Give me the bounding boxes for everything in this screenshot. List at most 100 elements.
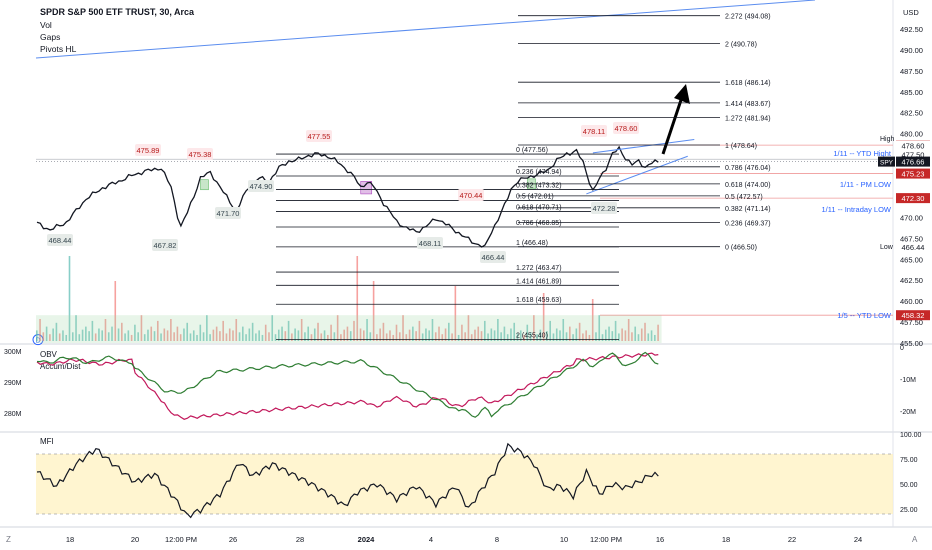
volume-bar: [160, 333, 162, 341]
volume-bar: [588, 334, 591, 341]
volume-bar: [529, 332, 532, 341]
volume-bar: [215, 326, 218, 341]
volume-bar: [232, 330, 234, 341]
volume-bar: [624, 330, 627, 341]
time-tick-label: 2024: [358, 535, 376, 544]
indicator-gaps[interactable]: Gaps: [40, 32, 60, 42]
corner-left-label[interactable]: Z: [6, 535, 11, 544]
volume-bar: [294, 328, 296, 341]
pivot-label: 475.89: [137, 146, 160, 155]
fib-label: 1 (466.48): [516, 240, 548, 247]
time-tick-label: 18: [66, 535, 74, 544]
volume-bar: [461, 324, 463, 341]
volume-bar: [189, 333, 192, 341]
fib-label: 0.382 (471.14): [725, 206, 771, 213]
volume-bar: [591, 299, 594, 341]
volume-bar: [650, 330, 653, 341]
pivot-label: 478.11: [583, 127, 605, 136]
volume-bar: [242, 326, 244, 341]
obv-right-tick: -20M: [900, 409, 916, 416]
volume-bar: [52, 328, 54, 341]
pivot-label: 472.28: [593, 204, 616, 213]
fib-label: 1 (478.64): [725, 143, 757, 150]
projection-arrow-head: [674, 84, 690, 104]
volume-bar: [640, 328, 643, 341]
fib-label: 0.5 (472.57): [725, 194, 763, 201]
volume-bar: [274, 334, 277, 341]
price-tag-bg: [896, 242, 930, 253]
volume-bar: [395, 324, 398, 341]
fib-label: 1.414 (461.89): [516, 278, 562, 285]
price-tag-bg: [896, 193, 930, 204]
fib-label: 1.618 (459.63): [516, 297, 562, 304]
fib-label: 0.618 (474.00): [725, 182, 771, 189]
mfi-pane[interactable]: MFI 100.00 75.00 50.00 25.00: [36, 432, 922, 519]
pivot-box: [47, 234, 73, 246]
volume-bar: [425, 328, 427, 341]
mfi-line: [36, 442, 659, 519]
volume-bar: [130, 334, 133, 341]
volume-bar: [448, 322, 450, 341]
volume-bar: [307, 326, 310, 341]
volume-bar: [526, 324, 529, 341]
indicator-pivots[interactable]: Pivots HL: [40, 44, 77, 54]
volume-bar: [552, 333, 555, 341]
trend-line: [35, 0, 816, 59]
pivot-box: [458, 189, 484, 201]
volume-bar: [173, 332, 175, 341]
currency-label[interactable]: USD: [903, 8, 919, 17]
volume-bar: [533, 315, 535, 341]
time-tick-label: 10: [560, 535, 568, 544]
volume-bar: [493, 330, 496, 341]
gap-box: [200, 179, 209, 191]
volume-bar: [68, 256, 71, 341]
volume-bar: [150, 326, 153, 341]
price-tag-bg: [896, 168, 930, 179]
fibonacci-levels[interactable]: 0 (477.56) 0.236 (474.94) 0.382 (473.32) 0.…: [276, 14, 771, 341]
volume-bar: [330, 324, 332, 341]
volume-bar: [49, 334, 51, 341]
obv-pane[interactable]: OBV Accum/Dist 300M 290M 280M 0 -10M -20M: [4, 345, 916, 420]
volume-bar: [297, 330, 300, 341]
volume-bar: [572, 334, 574, 341]
volume-bar: [199, 324, 202, 341]
pivot-box: [613, 122, 639, 134]
volume-bar: [124, 333, 126, 341]
volume-bar: [402, 315, 404, 341]
volume-bar: [179, 334, 182, 341]
volume-bar: [45, 326, 48, 341]
price-pane[interactable]: D: [32, 0, 893, 346]
mfi-tick: 100.00: [900, 432, 922, 439]
pivot-box: [187, 148, 213, 160]
wedge-lower: [586, 155, 688, 195]
volume-bar: [631, 332, 633, 341]
volume-bar: [248, 328, 251, 341]
pivot-label: 478.60: [615, 124, 638, 133]
volume-bar: [359, 328, 362, 341]
fib-label: 0.236 (474.94): [516, 169, 562, 176]
volume-bar: [245, 334, 247, 341]
price-tag: 472.30: [902, 194, 925, 203]
indicator-vol[interactable]: Vol: [40, 20, 52, 30]
volume-bar: [480, 331, 483, 341]
symbol-tag-bg: [878, 156, 895, 167]
volume-bar: [474, 329, 476, 341]
volume-bar: [153, 331, 156, 341]
volume-bar: [58, 333, 61, 341]
price-tick-label: 482.50: [900, 109, 923, 118]
price-tick-label: 462.50: [900, 276, 923, 285]
pivot-box: [215, 207, 241, 219]
time-axis[interactable]: 18 20 12:00 PM 26 28 2024 4 8 10 12:00 PM 16 18 22 24: [66, 535, 862, 544]
time-tick-label: 18: [722, 535, 730, 544]
corner-right-label[interactable]: A: [912, 535, 918, 544]
volume-bar: [111, 326, 113, 341]
time-tick-label: 8: [495, 535, 499, 544]
pivot-box: [480, 251, 506, 263]
price-tag: 475.23: [902, 170, 925, 179]
accum-dist-line: [36, 352, 659, 420]
volume-bar: [271, 315, 274, 341]
volume-bar: [562, 319, 565, 341]
volume-bar: [206, 315, 208, 341]
price-tag-bg: [896, 310, 930, 321]
